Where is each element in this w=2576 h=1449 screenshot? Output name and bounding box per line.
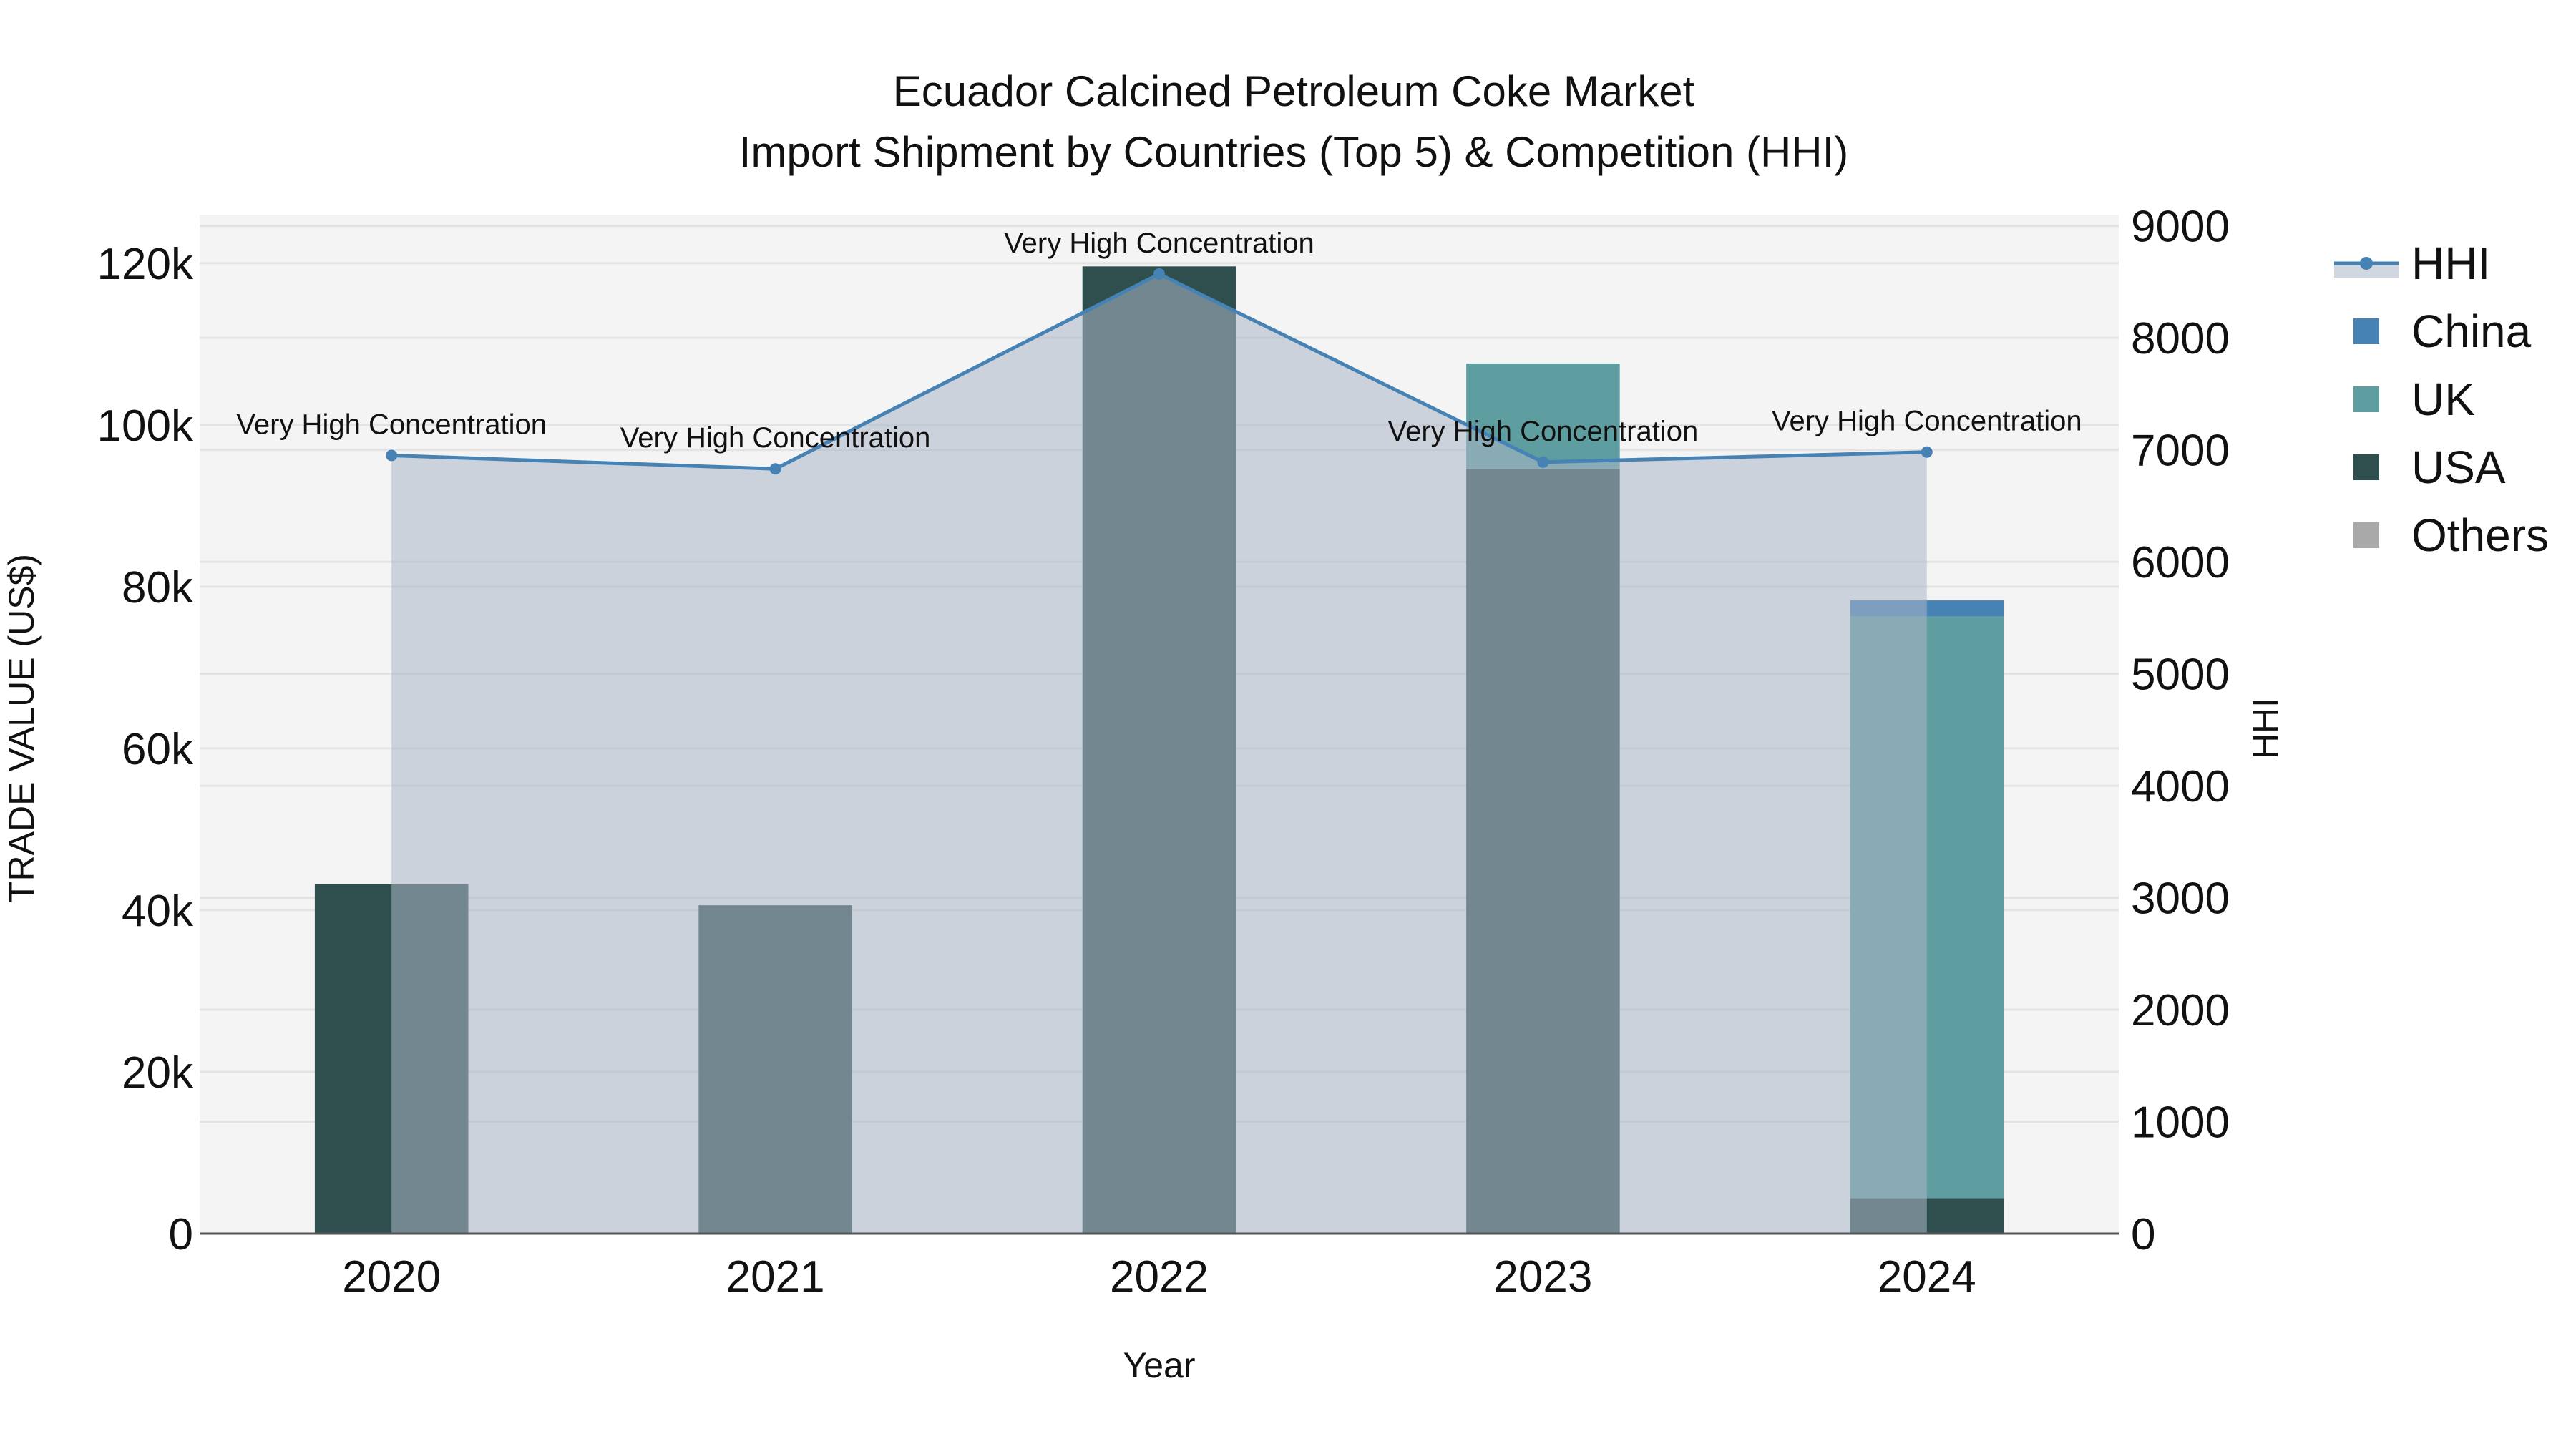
annotation-2022: Very High Concentration [1004,228,1314,259]
hhi-area-fill [391,273,1927,1234]
x-axis-title: Year [1123,1345,1195,1385]
y-right-axis-title: HHI [2245,698,2285,759]
square-swatch-icon [2353,386,2379,412]
x-tick-2022: 2022 [1110,1252,1209,1302]
x-tick-2023: 2023 [1493,1252,1592,1302]
y-left-tick: 60k [122,725,194,774]
y-right-tick: 7000 [2131,426,2230,476]
chart-title-line1: Ecuador Calcined Petroleum Coke Market [893,67,1695,115]
hhi-marker-2022[interactable] [1153,268,1165,280]
y-left-tick-labels: 0 20k 40k 60k 80k 100k 120k [97,240,194,1259]
annotation-2023: Very High Concentration [1388,416,1699,447]
legend-label: UK [2411,374,2475,425]
legend-item-china[interactable]: China [2353,306,2532,357]
annotation-2020: Very High Concentration [236,409,547,440]
square-swatch-icon [2353,318,2379,344]
hhi-marker-2023[interactable] [1537,456,1549,468]
annotation-2024: Very High Concentration [1772,406,2082,437]
y-left-axis-title: TRADE VALUE (US$) [1,554,42,903]
y-right-tick: 0 [2131,1210,2155,1259]
legend-item-usa[interactable]: USA [2353,441,2506,493]
legend-item-others[interactable]: Others [2353,509,2549,561]
chart-title-line2: Import Shipment by Countries (Top 5) & C… [739,128,1849,176]
y-left-tick: 120k [97,240,194,289]
legend: HHI China UK USA Others [2334,238,2549,561]
x-tick-labels: 2020 2021 2022 2023 2024 [342,1252,1976,1302]
legend-label: USA [2411,441,2506,493]
x-tick-2020: 2020 [342,1252,441,1302]
hhi-fill-swatch-icon [2334,263,2399,278]
y-right-tick: 5000 [2131,650,2230,700]
y-right-tick: 6000 [2131,538,2230,587]
annotation-2021: Very High Concentration [620,422,931,454]
x-tick-2024: 2024 [1878,1252,1976,1302]
legend-label: China [2411,306,2532,357]
y-right-tick: 1000 [2131,1098,2230,1148]
hhi-marker-2024[interactable] [1921,446,1933,458]
y-left-tick: 100k [97,401,194,451]
y-left-tick: 20k [122,1048,194,1098]
x-tick-2021: 2021 [726,1252,825,1302]
legend-label: HHI [2411,238,2490,289]
marker-swatch-icon [2360,257,2373,270]
y-right-tick: 3000 [2131,874,2230,924]
hhi-marker-2020[interactable] [386,449,398,462]
hhi-marker-2021[interactable] [769,463,781,475]
y-right-tick: 2000 [2131,986,2230,1035]
square-swatch-icon [2353,522,2379,548]
legend-item-hhi[interactable]: HHI [2334,238,2490,289]
legend-label: Others [2411,509,2549,561]
y-left-tick: 40k [122,887,194,936]
annotations: Very High Concentration Very High Concent… [236,228,2082,454]
y-right-tick: 8000 [2131,314,2230,364]
hhi-series [386,268,1933,1234]
y-right-tick: 9000 [2131,203,2230,252]
y-right-tick-labels: 0 1000 2000 3000 4000 5000 6000 7000 8000 9000 [2131,203,2230,1259]
y-left-tick: 0 [169,1210,193,1259]
square-swatch-icon [2353,454,2379,480]
y-right-tick: 4000 [2131,762,2230,811]
y-left-tick: 80k [122,563,194,613]
legend-item-uk[interactable]: UK [2353,374,2475,425]
